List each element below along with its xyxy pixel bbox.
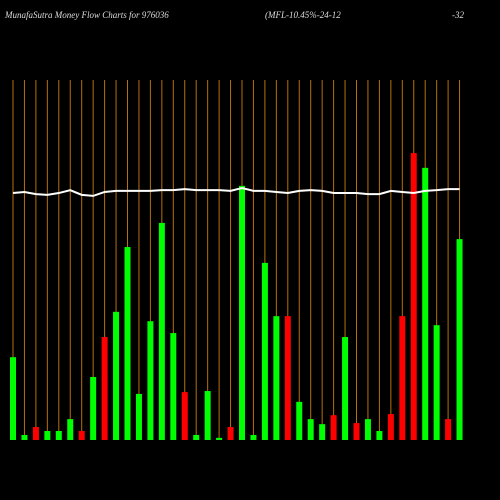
bar [284, 316, 291, 440]
bar [239, 185, 245, 440]
bar [376, 431, 383, 440]
bar [193, 434, 200, 440]
bar [124, 247, 131, 440]
bar [44, 431, 51, 440]
bar [319, 424, 326, 440]
bar [10, 357, 16, 440]
bar [170, 333, 177, 440]
bar [90, 377, 97, 440]
bar [330, 415, 337, 440]
money-flow-line [12, 186, 460, 197]
bar [296, 401, 303, 440]
bar [445, 419, 452, 440]
bar [216, 437, 223, 440]
bar [113, 311, 120, 440]
chart-subtitle: (MFL-10.45%-24-12 [265, 10, 341, 20]
bar [204, 391, 211, 440]
bar [410, 153, 417, 440]
bar [227, 427, 234, 440]
bar [456, 239, 463, 440]
bar [181, 392, 188, 440]
bar [261, 262, 268, 440]
bar [147, 321, 154, 440]
chart-title: MunafaSutra Money Flow Charts for 976036 [4, 10, 169, 20]
bar [67, 419, 74, 440]
bar [364, 419, 371, 440]
bar [422, 167, 429, 440]
bar [433, 325, 440, 440]
bar [399, 316, 406, 440]
bar [55, 431, 62, 440]
bar [32, 427, 39, 440]
bar [250, 434, 257, 440]
annotation: -32 [452, 10, 464, 20]
bar [307, 419, 314, 440]
bar [387, 414, 394, 440]
bar [21, 434, 28, 440]
bar [342, 337, 349, 440]
bar [158, 222, 165, 440]
bar [273, 316, 280, 440]
bar [353, 423, 360, 440]
bar [101, 337, 108, 440]
bar [135, 393, 142, 440]
bar [78, 431, 85, 440]
